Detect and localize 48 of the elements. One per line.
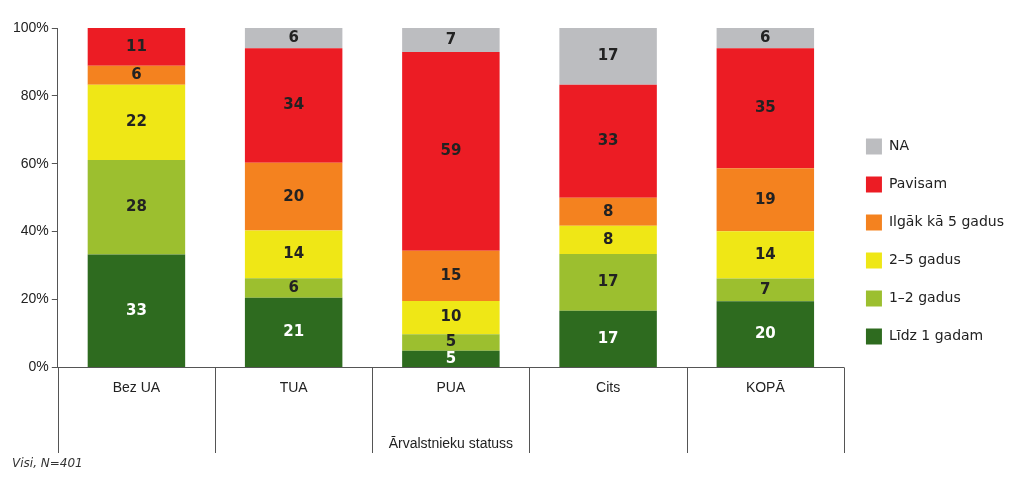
data-label: 17 [597, 272, 619, 291]
y-tick-label: 80% [20, 86, 49, 103]
x-tick-label: KOPĀ [745, 378, 786, 395]
data-label: 33 [597, 131, 619, 150]
data-label: 14 [283, 244, 305, 263]
data-label: 59 [440, 141, 462, 160]
x-tick-label: Cits [596, 378, 621, 395]
data-label: 17 [597, 328, 619, 347]
legend-label: 1–2 gadus [888, 289, 961, 306]
data-label: 20 [754, 323, 776, 342]
legend-label: NA [888, 137, 910, 154]
x-tick-label: Bez UA [112, 378, 161, 395]
data-label: 35 [754, 98, 776, 117]
data-label: 7 [445, 29, 457, 48]
y-tick-label: 40% [20, 222, 49, 239]
legend-label: Līdz 1 gadam [888, 327, 984, 344]
data-label: 11 [125, 36, 147, 55]
data-label: 34 [283, 95, 305, 114]
data-label: 8 [602, 201, 614, 220]
data-label: 7 [760, 279, 771, 298]
data-label: 5 [445, 332, 457, 351]
legend-label: 2–5 gadus [888, 251, 961, 268]
x-axis-title: Ārvalstnieku statuss [388, 435, 514, 452]
data-label: 15 [440, 265, 462, 284]
legend-label: Pavisam [888, 175, 948, 192]
y-tick-label: 100% [12, 18, 49, 35]
data-label: 6 [288, 277, 299, 296]
data-label: 6 [131, 65, 142, 84]
data-label: 21 [283, 322, 305, 341]
data-label: 28 [125, 197, 147, 216]
y-tick-label: 60% [20, 154, 49, 171]
y-tick-label: 0% [28, 358, 49, 375]
data-label: 8 [602, 229, 614, 248]
legend-label: Ilgāk kā 5 gadus [888, 213, 1005, 230]
y-tick-label: 20% [20, 290, 49, 307]
data-label: 6 [760, 28, 771, 47]
data-label: 10 [440, 307, 462, 326]
data-label: 20 [283, 186, 305, 205]
data-label: 17 [597, 46, 619, 65]
data-label: 19 [754, 189, 776, 208]
data-label: 14 [754, 244, 776, 263]
data-label: 5 [445, 348, 457, 367]
data-label: 22 [125, 112, 147, 131]
text: Visi, N=401 [12, 456, 83, 470]
x-tick-label: PUA [436, 378, 466, 395]
x-tick-label: TUA [279, 378, 309, 395]
data-label: 33 [125, 300, 147, 319]
data-label: 6 [288, 28, 299, 47]
